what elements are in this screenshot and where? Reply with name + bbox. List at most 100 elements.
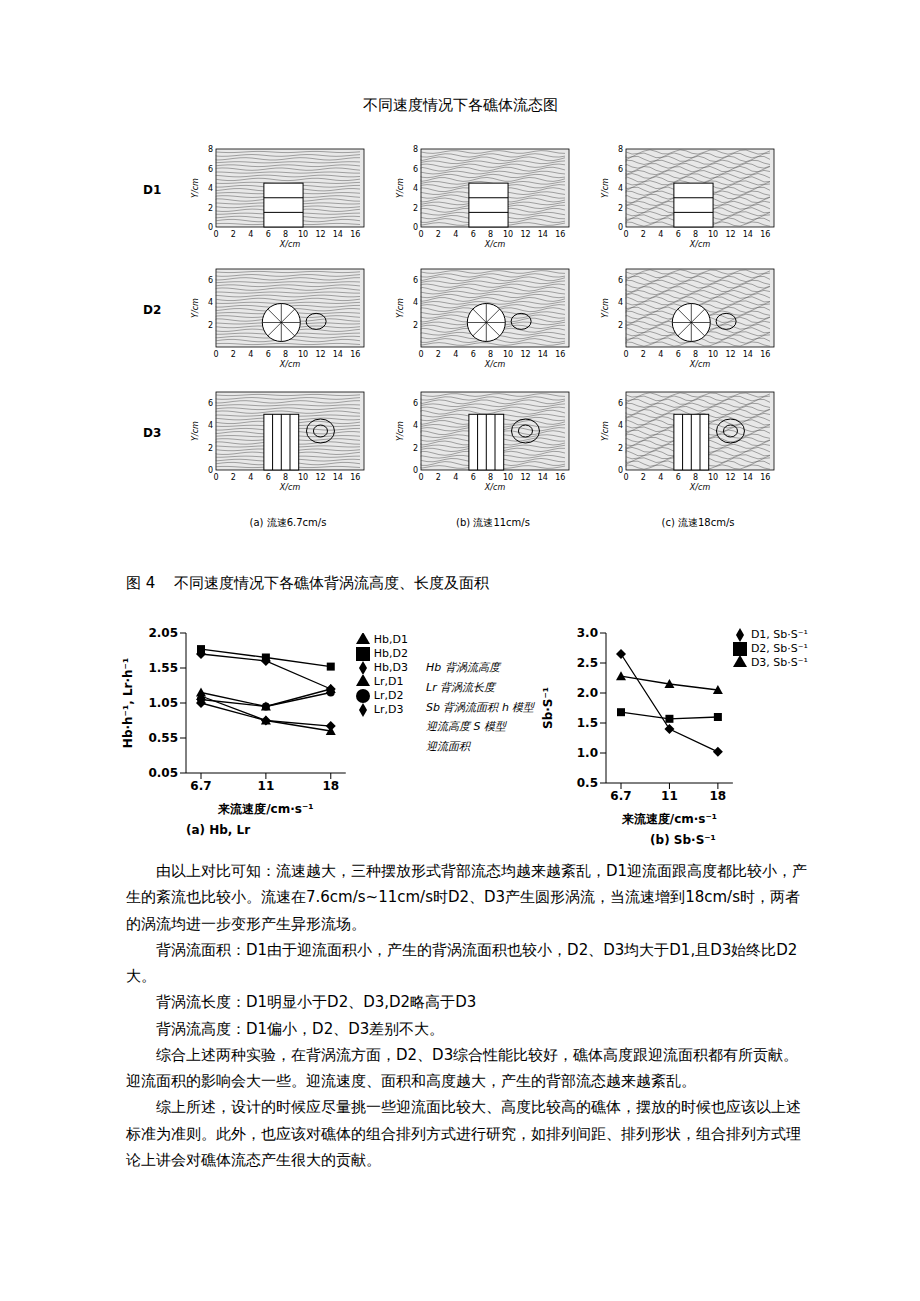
svg-text:6: 6 — [618, 399, 623, 408]
svg-text:8: 8 — [488, 473, 493, 482]
svg-text:12: 12 — [315, 473, 325, 482]
svg-text:0: 0 — [618, 223, 623, 232]
svg-text:4: 4 — [618, 421, 623, 430]
svg-text:2: 2 — [413, 321, 418, 330]
svg-text:10: 10 — [298, 473, 308, 482]
svg-text:16: 16 — [555, 473, 565, 482]
svg-text:16: 16 — [350, 473, 360, 482]
svg-text:12: 12 — [315, 230, 325, 239]
svg-text:0: 0 — [618, 466, 623, 475]
svg-text:来流速度/cm·s⁻¹: 来流速度/cm·s⁻¹ — [621, 812, 717, 826]
svg-text:4: 4 — [413, 421, 418, 430]
svg-text:10: 10 — [503, 350, 513, 359]
svg-text:6: 6 — [208, 399, 213, 408]
svg-text:2: 2 — [436, 473, 441, 482]
svg-text:14: 14 — [333, 350, 343, 359]
svg-text:Y/cm: Y/cm — [396, 421, 405, 441]
svg-text:0: 0 — [213, 350, 218, 359]
svg-text:Hb·h⁻¹, Lr·h⁻¹: Hb·h⁻¹, Lr·h⁻¹ — [121, 658, 135, 748]
svg-text:6: 6 — [471, 473, 476, 482]
svg-text:4: 4 — [413, 184, 418, 193]
svg-text:2: 2 — [208, 444, 213, 453]
svg-text:8: 8 — [413, 145, 418, 154]
svg-text:8: 8 — [208, 145, 213, 154]
svg-text:12: 12 — [520, 230, 530, 239]
svg-text:6: 6 — [266, 350, 271, 359]
svg-text:6: 6 — [618, 165, 623, 174]
svg-text:X/cm: X/cm — [484, 240, 506, 249]
svg-text:6: 6 — [208, 276, 213, 285]
svg-text:X/cm: X/cm — [484, 483, 506, 492]
svg-text:6: 6 — [471, 230, 476, 239]
svg-text:8: 8 — [488, 230, 493, 239]
svg-text:2: 2 — [618, 444, 623, 453]
svg-text:6: 6 — [266, 473, 271, 482]
svg-text:14: 14 — [538, 350, 548, 359]
svg-text:8: 8 — [283, 350, 288, 359]
svg-text:6: 6 — [618, 276, 623, 285]
svg-text:8: 8 — [693, 350, 698, 359]
svg-text:6: 6 — [676, 350, 681, 359]
svg-text:Y/cm: Y/cm — [191, 421, 200, 441]
svg-text:6: 6 — [471, 350, 476, 359]
svg-text:6.7: 6.7 — [190, 779, 211, 793]
svg-text:8: 8 — [693, 230, 698, 239]
svg-text:6: 6 — [413, 399, 418, 408]
svg-text:1.0: 1.0 — [577, 746, 598, 760]
svg-text:0.05: 0.05 — [148, 766, 178, 780]
svg-text:4: 4 — [618, 184, 623, 193]
svg-text:6: 6 — [413, 276, 418, 285]
svg-text:4: 4 — [453, 473, 458, 482]
svg-text:4: 4 — [658, 230, 663, 239]
svg-text:14: 14 — [743, 350, 753, 359]
svg-text:2.05: 2.05 — [148, 626, 178, 640]
svg-text:2: 2 — [641, 350, 646, 359]
svg-text:4: 4 — [453, 230, 458, 239]
svg-text:2: 2 — [618, 321, 623, 330]
svg-text:8: 8 — [283, 230, 288, 239]
svg-text:12: 12 — [315, 350, 325, 359]
svg-text:10: 10 — [503, 230, 513, 239]
svg-text:10: 10 — [708, 350, 718, 359]
svg-text:2.0: 2.0 — [577, 686, 598, 700]
svg-text:4: 4 — [658, 350, 663, 359]
svg-text:6.7: 6.7 — [610, 789, 631, 803]
svg-text:6: 6 — [676, 230, 681, 239]
svg-text:14: 14 — [538, 230, 548, 239]
svg-text:3.0: 3.0 — [577, 626, 598, 640]
svg-text:11: 11 — [258, 779, 275, 793]
svg-text:Y/cm: Y/cm — [191, 298, 200, 318]
svg-text:2: 2 — [208, 321, 213, 330]
svg-text:2.5: 2.5 — [577, 656, 598, 670]
svg-text:6: 6 — [266, 230, 271, 239]
svg-text:14: 14 — [743, 230, 753, 239]
svg-text:12: 12 — [725, 230, 735, 239]
svg-text:2: 2 — [641, 473, 646, 482]
svg-text:X/cm: X/cm — [689, 483, 711, 492]
svg-text:8: 8 — [488, 350, 493, 359]
svg-text:16: 16 — [350, 350, 360, 359]
svg-text:12: 12 — [520, 350, 530, 359]
svg-text:0: 0 — [213, 230, 218, 239]
svg-text:16: 16 — [760, 473, 770, 482]
svg-text:4: 4 — [248, 350, 253, 359]
svg-text:4: 4 — [208, 184, 213, 193]
svg-text:0: 0 — [213, 473, 218, 482]
svg-text:16: 16 — [760, 350, 770, 359]
svg-text:0: 0 — [208, 466, 213, 475]
svg-text:8: 8 — [618, 145, 623, 154]
svg-text:Sb·S⁻¹: Sb·S⁻¹ — [541, 687, 555, 729]
svg-text:0.5: 0.5 — [577, 776, 598, 790]
svg-text:16: 16 — [555, 230, 565, 239]
svg-text:10: 10 — [298, 350, 308, 359]
svg-text:14: 14 — [538, 473, 548, 482]
svg-text:2: 2 — [641, 230, 646, 239]
svg-text:10: 10 — [708, 473, 718, 482]
svg-text:4: 4 — [413, 298, 418, 307]
svg-text:Y/cm: Y/cm — [396, 178, 405, 198]
svg-text:Y/cm: Y/cm — [601, 178, 610, 198]
svg-text:4: 4 — [248, 473, 253, 482]
svg-text:0: 0 — [413, 466, 418, 475]
svg-text:11: 11 — [661, 789, 678, 803]
svg-text:0: 0 — [623, 350, 628, 359]
